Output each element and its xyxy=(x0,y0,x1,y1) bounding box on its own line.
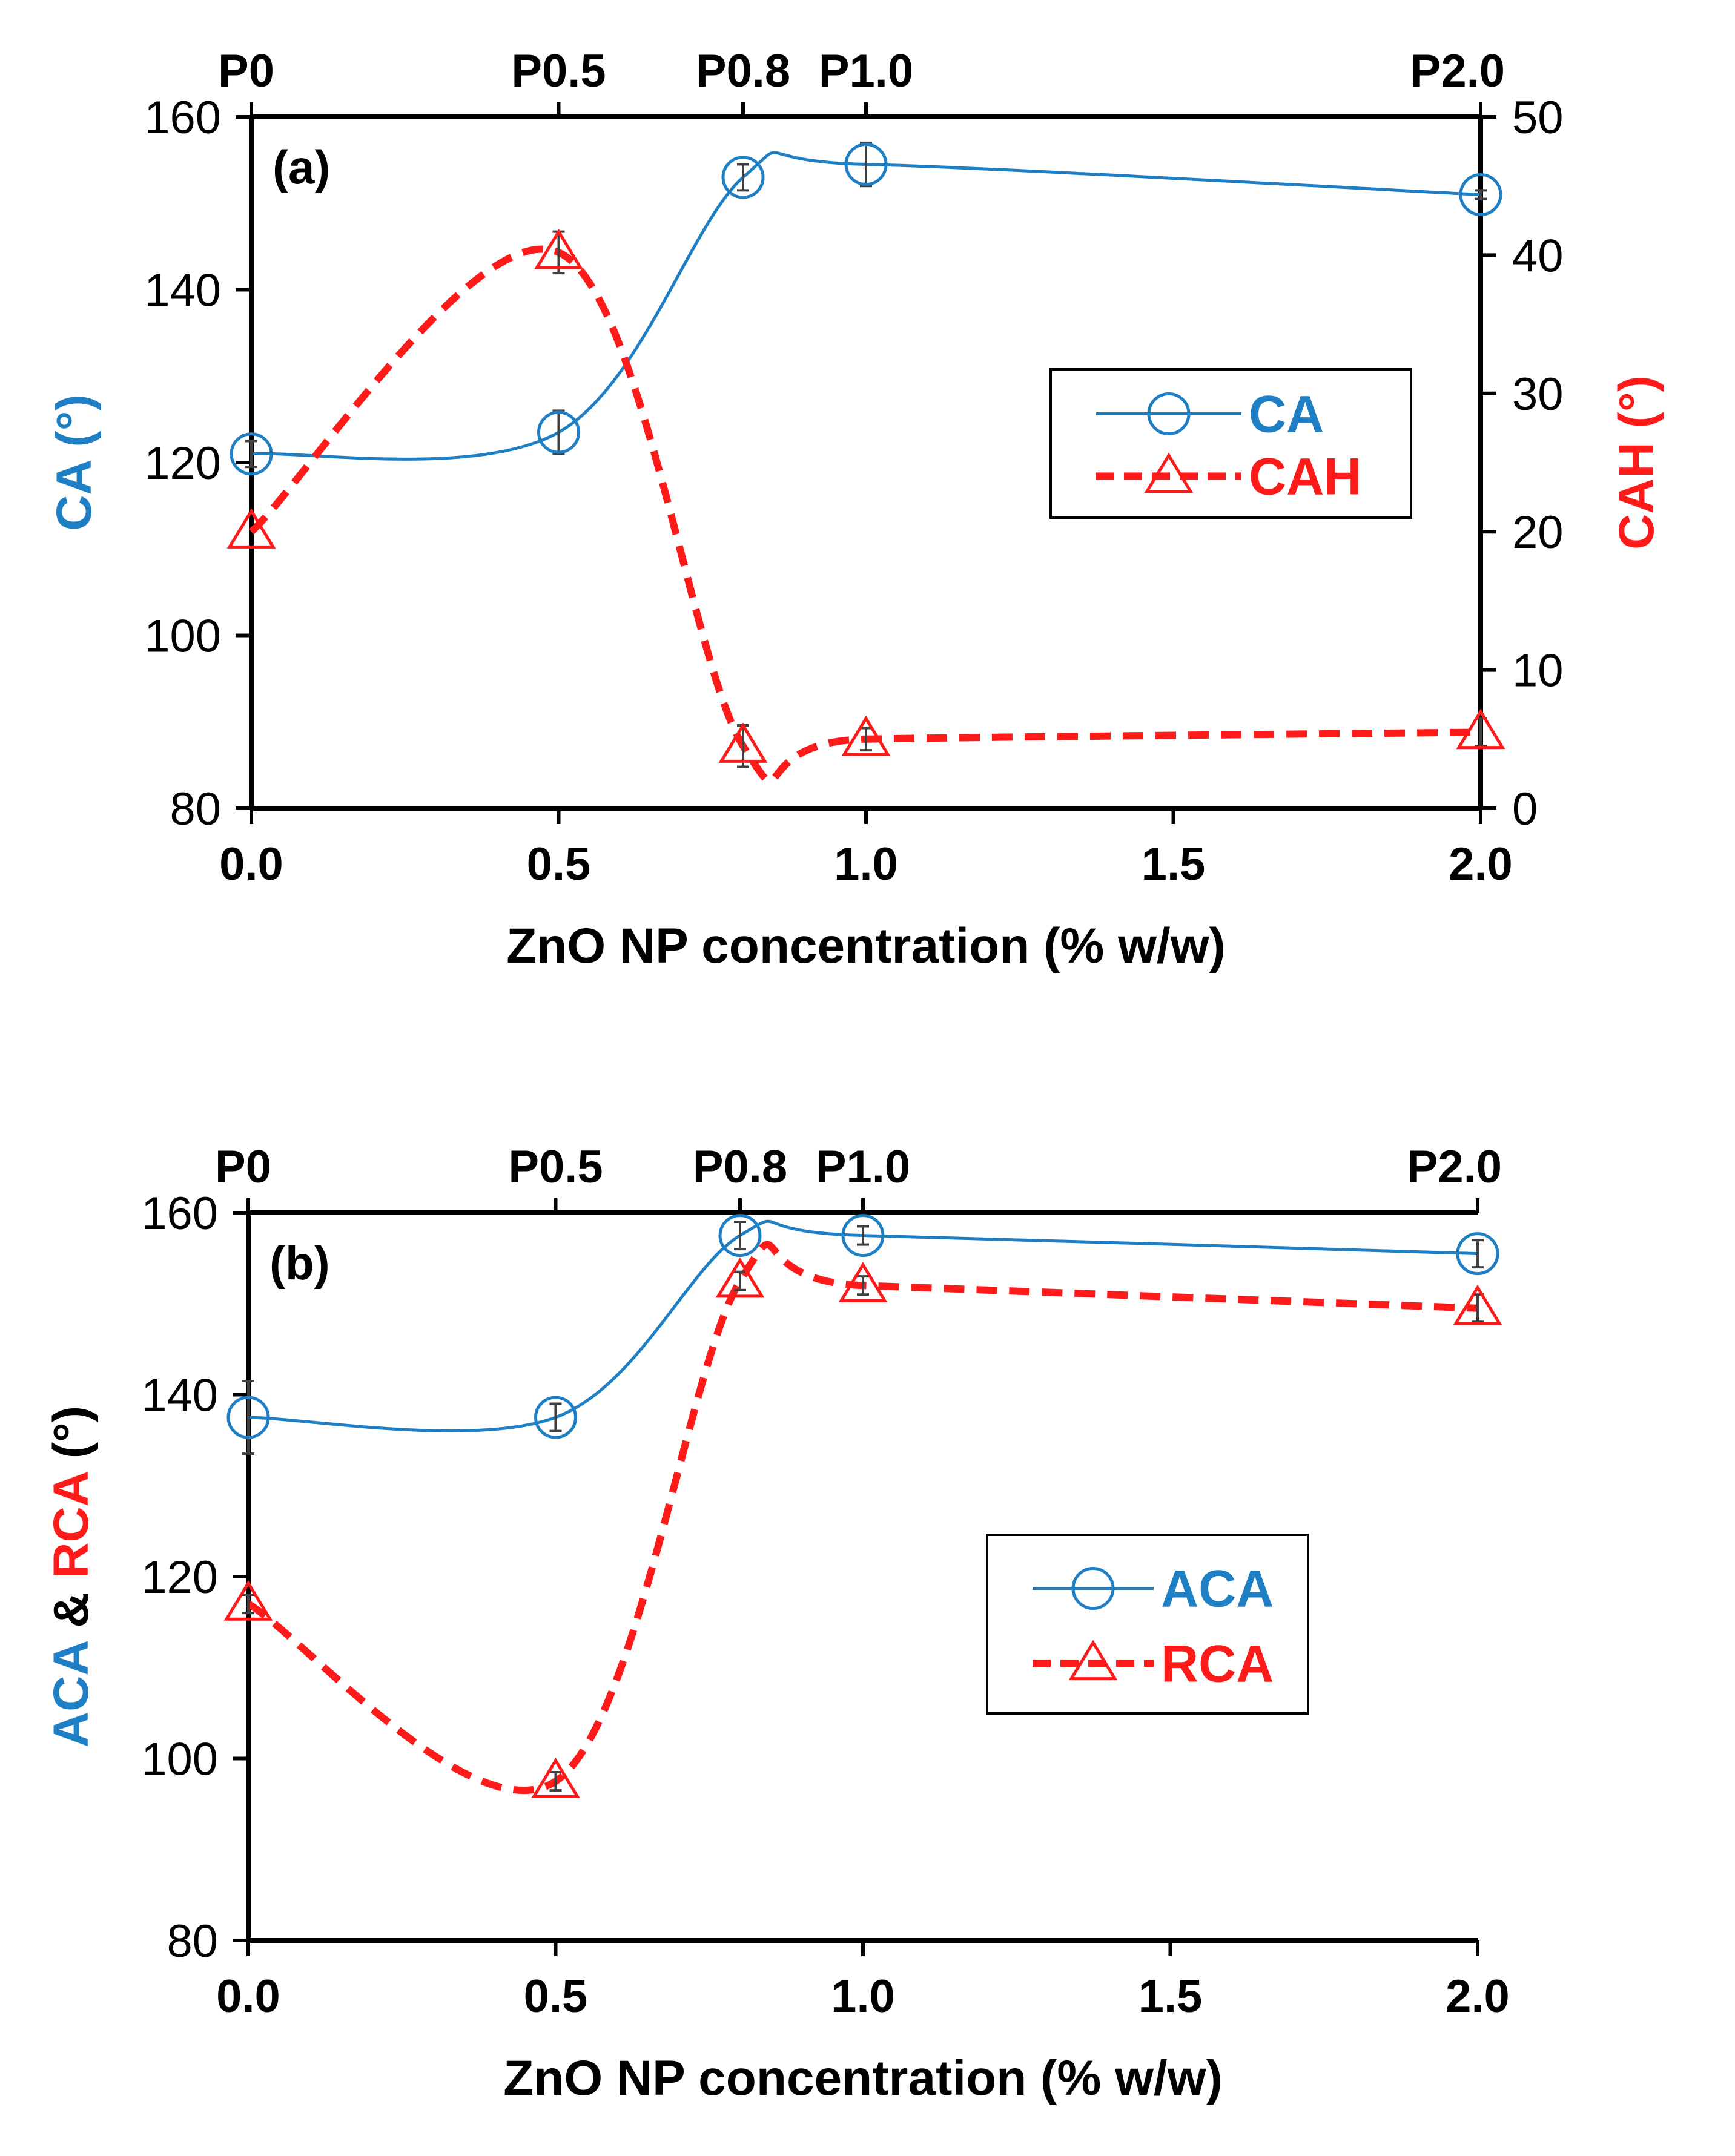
y-right-tick-label: 10 xyxy=(1512,645,1564,697)
y-left-tick-label: 100 xyxy=(141,1734,218,1785)
data-point-ca xyxy=(537,410,580,454)
data-point-aca xyxy=(718,1214,762,1258)
panel-a-chart: 0.0 0.5 1.0 1.5 2.0P0 P0.5 P0.8 P1.0 P2.08010012… xyxy=(47,45,1664,974)
data-point-cah xyxy=(226,508,276,549)
data-point-aca xyxy=(534,1396,577,1439)
data-point-aca xyxy=(1456,1232,1499,1276)
data-point-aca xyxy=(841,1214,885,1258)
x-tick-label: 1.0 xyxy=(834,839,898,890)
y-left-title-part: (°) xyxy=(44,1406,99,1472)
legend-box xyxy=(986,1534,1309,1715)
x-tick-label: 2.0 xyxy=(1449,839,1513,890)
series-ca xyxy=(230,141,1502,476)
x-tick-label: 0.0 xyxy=(219,839,283,890)
data-point-cah xyxy=(534,228,583,269)
y-right-tick-label: 40 xyxy=(1512,230,1564,282)
x-tick-label: 0.5 xyxy=(527,839,591,890)
y-left-tick-label: 80 xyxy=(170,783,221,835)
y-right-tick-label: 20 xyxy=(1512,507,1564,558)
top-tick-label-p0: P0 xyxy=(218,45,274,97)
data-point-rca xyxy=(531,1758,580,1798)
y-right-title-part: CAH (°) xyxy=(1609,375,1664,550)
y-left-title-part: CA (°) xyxy=(47,394,102,531)
x-tick-label: 0.5 xyxy=(524,1971,588,2022)
top-tick-label-p0: P0 xyxy=(215,1141,271,1193)
data-point-rca xyxy=(1453,1284,1502,1325)
x-tick-label: 1.5 xyxy=(1138,1971,1203,2022)
series-line-rca xyxy=(246,1241,1478,1795)
legend-label-cah: CAH xyxy=(1249,447,1361,506)
legend-marker-cah xyxy=(1144,452,1194,493)
series-line-ca xyxy=(251,151,1481,461)
y-left-tick-label: 80 xyxy=(167,1916,218,1967)
y-left-tick-label: 160 xyxy=(144,92,221,143)
legend-marker-rca xyxy=(1068,1640,1118,1681)
legend-box xyxy=(1049,368,1412,519)
y-left-tick-label: 140 xyxy=(144,265,221,317)
y-left-tick-label: 140 xyxy=(141,1370,218,1422)
x-tick-label: 1.0 xyxy=(831,1971,895,2022)
x-tick-label: 2.0 xyxy=(1446,1971,1510,2022)
top-tick-label-p1-0: P1.0 xyxy=(819,45,913,97)
data-point-cah xyxy=(718,722,768,763)
y-right-tick-label: 30 xyxy=(1512,369,1564,420)
x-axis-title: ZnO NP concentration (% w/w) xyxy=(506,918,1226,974)
legend-marker-ca xyxy=(1147,392,1191,435)
legend-label-aca: ACA xyxy=(1161,1560,1274,1618)
data-point-ca xyxy=(721,156,765,199)
x-tick-label: 0.0 xyxy=(216,1971,280,2022)
series-aca xyxy=(226,1214,1499,1455)
data-point-cah xyxy=(1456,708,1505,750)
y-left-title-part: & xyxy=(44,1578,99,1642)
data-point-ca xyxy=(230,432,273,476)
y-right-axis-title: CAH (°) xyxy=(1609,375,1664,550)
y-left-title-part: ACA xyxy=(44,1641,99,1747)
y-left-tick-label: 120 xyxy=(141,1552,218,1603)
y-left-title-part: RCA xyxy=(44,1471,99,1578)
data-point-aca xyxy=(226,1396,270,1439)
x-axis-title: ZnO NP concentration (% w/w) xyxy=(503,2051,1223,2106)
y-right-tick-label: 0 xyxy=(1512,783,1538,835)
series-rca xyxy=(223,1241,1502,1798)
top-tick-label-p0-5: P0.5 xyxy=(508,1141,603,1193)
legend: ACA RCA xyxy=(986,1534,1309,1715)
data-point-rca xyxy=(223,1580,273,1621)
panel-label: (a) xyxy=(273,140,330,194)
y-left-axis-title: ACA & RCA (°) xyxy=(44,1406,99,1747)
x-tick-label: 1.5 xyxy=(1142,839,1206,890)
series-line-cah xyxy=(248,245,1481,785)
top-tick-label-p0-8: P0.8 xyxy=(693,1141,787,1193)
top-tick-label-p0-5: P0.5 xyxy=(511,45,606,97)
panel-label: (b) xyxy=(269,1236,330,1290)
data-point-ca xyxy=(844,143,888,186)
y-left-tick-label: 120 xyxy=(144,438,221,489)
y-left-tick-label: 100 xyxy=(144,611,221,662)
data-point-rca xyxy=(838,1262,888,1302)
legend-marker-aca xyxy=(1071,1567,1115,1610)
panel-b-chart: 0.0 0.5 1.0 1.5 2.0 P0 P0.5 P0.8 P1.0 P2.0 80 100 12… xyxy=(44,1141,1510,2106)
y-right-tick-label: 50 xyxy=(1512,92,1564,143)
top-tick-label-p0-8: P0.8 xyxy=(696,45,790,97)
series-line-aca xyxy=(248,1219,1478,1432)
legend-label-ca: CA xyxy=(1249,386,1324,444)
data-point-cah xyxy=(841,715,891,756)
data-point-rca xyxy=(715,1257,765,1298)
top-tick-label-p2-0: P2.0 xyxy=(1410,45,1505,97)
top-tick-label-p2-0: P2.0 xyxy=(1407,1141,1502,1193)
y-left-axis-title: CA (°) xyxy=(47,394,102,531)
top-tick-label-p1-0: P1.0 xyxy=(816,1141,910,1193)
series-cah xyxy=(226,228,1505,785)
y-left-tick-label: 160 xyxy=(141,1188,218,1239)
data-point-ca xyxy=(1459,173,1502,216)
legend-label-rca: RCA xyxy=(1161,1635,1274,1693)
